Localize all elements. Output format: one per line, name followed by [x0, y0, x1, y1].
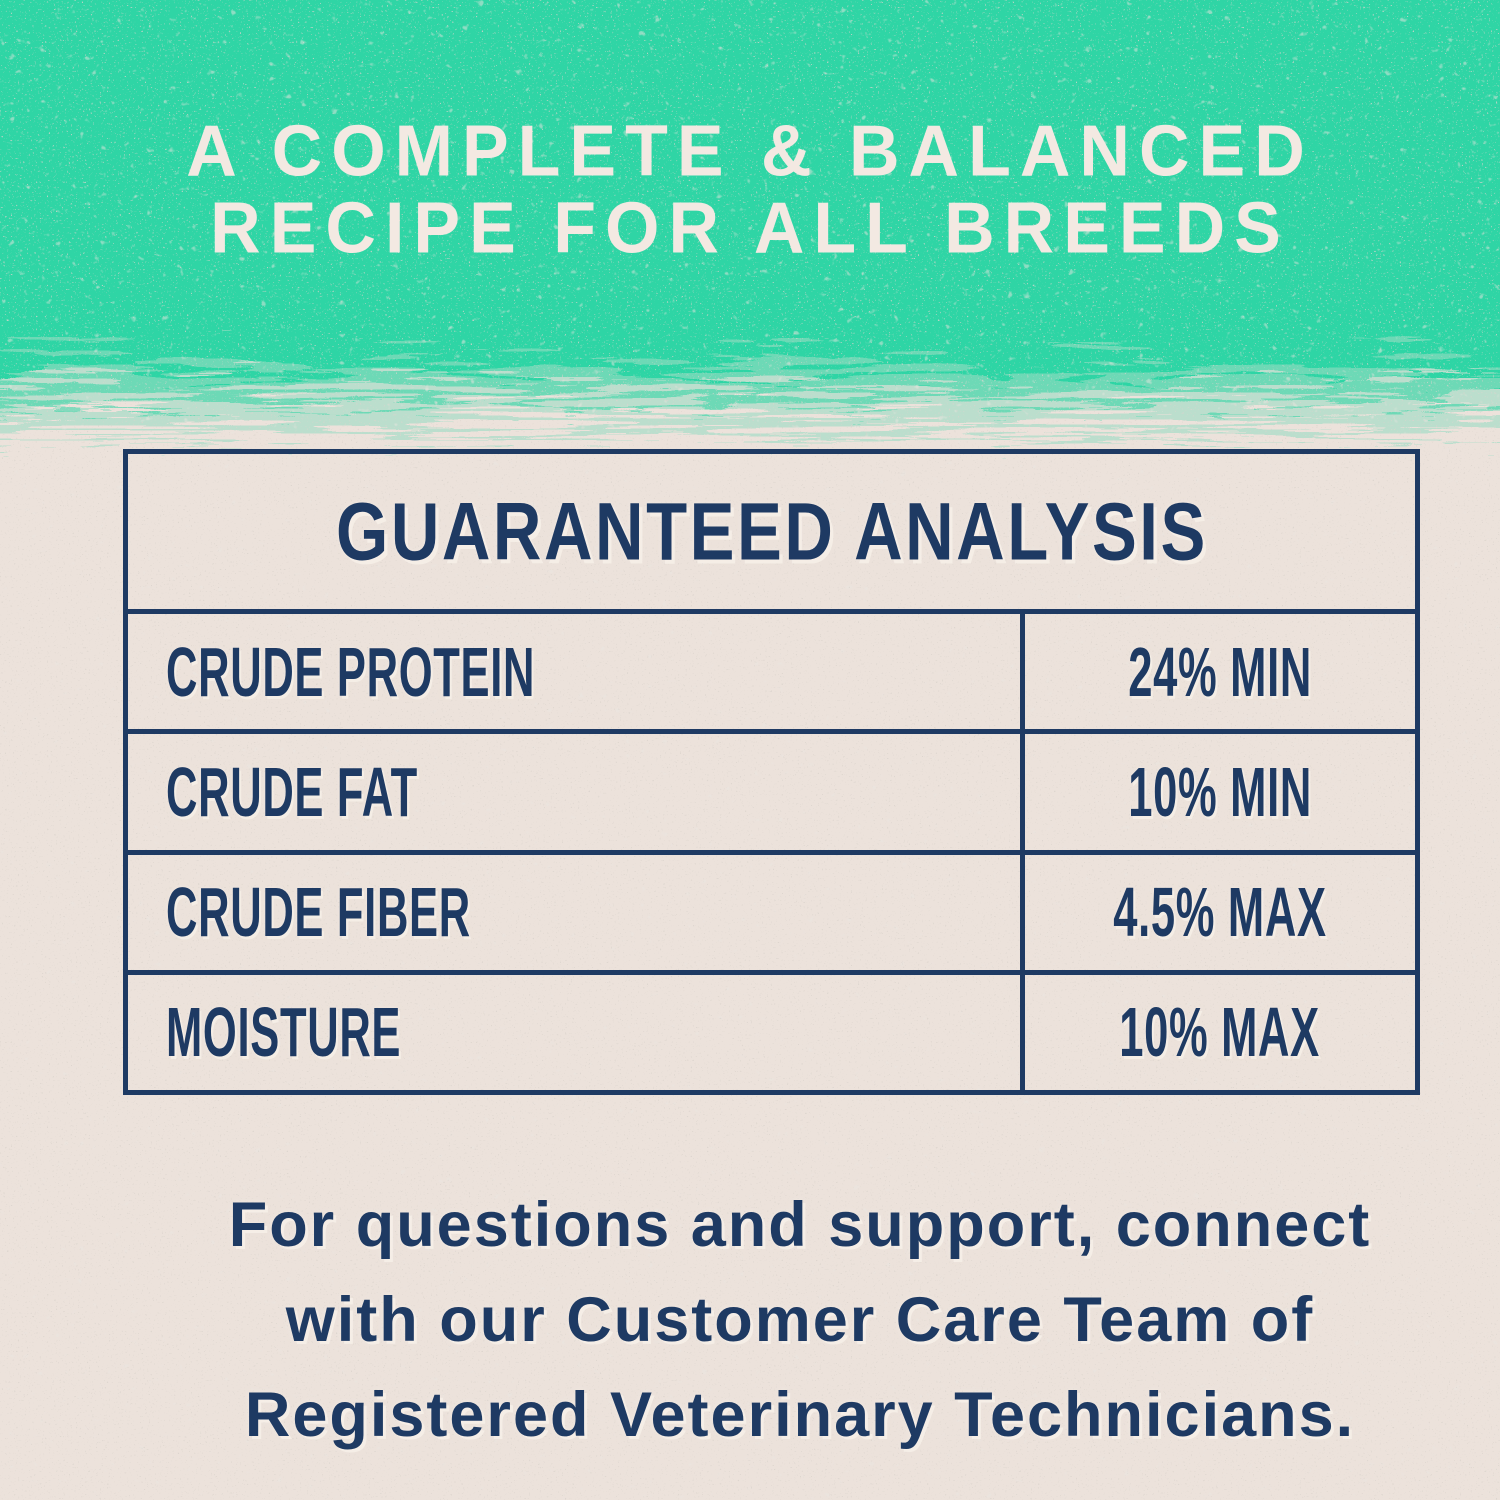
- nutrient-value: 24% MIN: [1128, 632, 1312, 711]
- nutrient-label-cell: CRUDE FIBER: [128, 854, 1025, 970]
- banner-heading-line1: A COMPLETE & BALANCED: [186, 109, 1314, 192]
- guaranteed-analysis-table: GUARANTEED ANALYSIS CRUDE PROTEIN 24% MI…: [123, 449, 1420, 1095]
- table-row: CRUDE FIBER 4.5% MAX: [128, 854, 1415, 975]
- table-row: CRUDE FAT 10% MIN: [128, 734, 1415, 855]
- nutrient-value: 10% MAX: [1119, 993, 1321, 1072]
- table-header: GUARANTEED ANALYSIS: [128, 454, 1415, 614]
- nutrient-value: 10% MIN: [1128, 752, 1312, 831]
- table-row: MOISTURE 10% MAX: [128, 974, 1415, 1090]
- nutrient-label: CRUDE FIBER: [166, 873, 471, 952]
- nutrient-value: 4.5% MAX: [1113, 873, 1327, 952]
- nutrient-label: CRUDE FAT: [166, 752, 418, 831]
- nutrient-label: MOISTURE: [166, 993, 402, 1072]
- table-row: CRUDE PROTEIN 24% MIN: [128, 614, 1415, 735]
- customer-care-note-line1: For questions and support, connect: [228, 1190, 1372, 1260]
- nutrient-value-cell: 10% MAX: [1025, 975, 1415, 1090]
- nutrient-label-cell: CRUDE FAT: [128, 734, 1025, 850]
- banner-heading: A COMPLETE & BALANCED RECIPE FOR ALL BRE…: [0, 112, 1500, 266]
- table-title: GUARANTEED ANALYSIS: [335, 485, 1208, 577]
- nutrient-label-cell: CRUDE PROTEIN: [128, 614, 1025, 730]
- nutrient-value-cell: 10% MIN: [1025, 734, 1415, 849]
- banner-heading-line2: RECIPE FOR ALL BREEDS: [210, 186, 1290, 268]
- nutrient-label: CRUDE PROTEIN: [166, 632, 536, 711]
- customer-care-note-line2: with our Customer Care Team of: [285, 1285, 1315, 1355]
- nutrient-label-cell: MOISTURE: [128, 974, 1025, 1090]
- nutrient-value-cell: 24% MIN: [1025, 614, 1415, 729]
- customer-care-note: For questions and support, connect with …: [90, 1178, 1500, 1463]
- customer-care-note-line3: Registered Veterinary Technicians.: [244, 1380, 1356, 1450]
- nutrient-value-cell: 4.5% MAX: [1025, 855, 1415, 970]
